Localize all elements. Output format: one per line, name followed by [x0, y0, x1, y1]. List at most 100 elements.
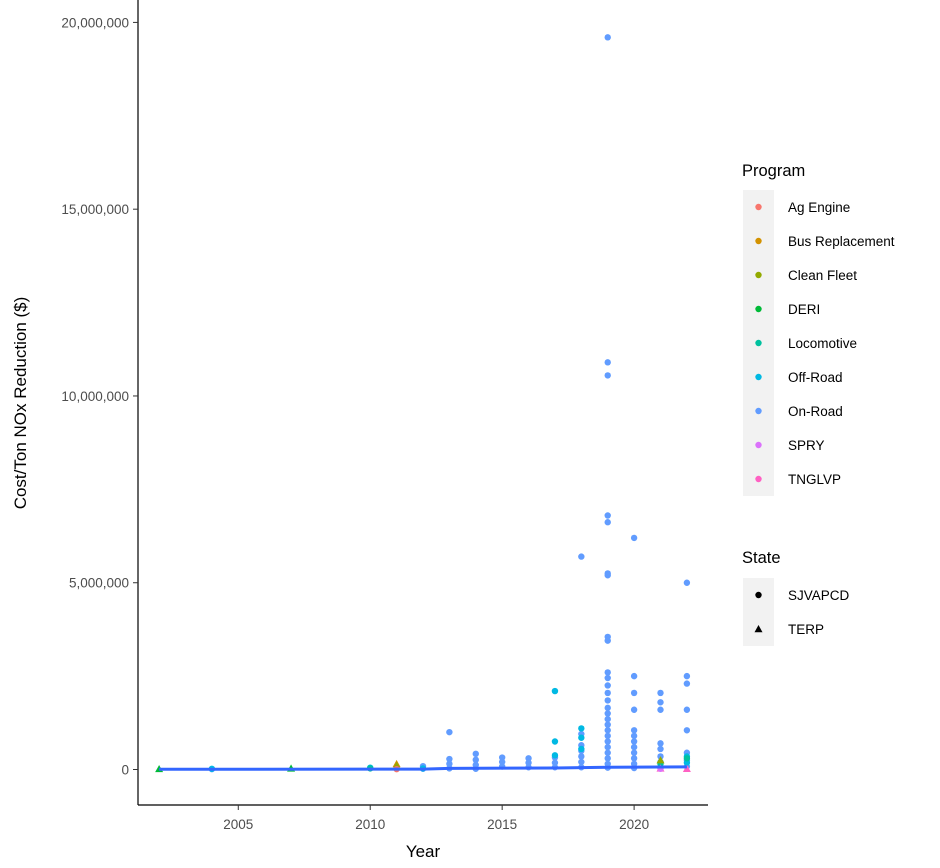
legend-label: SJVAPCD: [788, 588, 850, 603]
data-point-on-road: [498, 758, 506, 766]
data-point-on-road: [604, 755, 611, 762]
data-point-on-road: [630, 755, 638, 762]
data-point-on-road: [604, 637, 611, 644]
legend-label: Bus Replacement: [788, 234, 895, 249]
data-point-on-road: [604, 721, 611, 728]
data-point-on-road: [683, 579, 691, 586]
trend-line: [159, 765, 687, 771]
data-point-on-road: [604, 732, 611, 740]
data-point-on-road: [604, 682, 611, 689]
legend-label: TERP: [788, 622, 824, 637]
data-point-on-road: [578, 553, 585, 560]
data-point-on-road: [446, 755, 453, 763]
data-point-on-road: [630, 732, 638, 740]
data-point-on-road: [551, 759, 559, 766]
y-tick-label: 10,000,000: [61, 389, 129, 404]
legend-program: Program Ag Engine Bus Replacement Clean Fle…: [742, 162, 895, 496]
data-point-on-road: [604, 704, 611, 712]
data-point-locomotive: [683, 755, 691, 762]
data-point-on-road: [683, 727, 691, 734]
data-point-on-road: [604, 372, 611, 379]
data-point-on-road: [657, 689, 664, 697]
data-point-on-road: [578, 758, 585, 766]
y-axis-label: Cost/Ton NOx Reduction ($): [11, 297, 30, 510]
legend-key-off-road: [755, 373, 762, 381]
data-point-on-road: [604, 697, 611, 704]
legend-title: Program: [742, 162, 805, 180]
x-tick-label: 2010: [355, 817, 385, 832]
legend-label: Locomotive: [788, 336, 857, 351]
data-point-on-road: [472, 750, 479, 758]
data-point-on-road: [630, 738, 638, 745]
data-point-off-road: [551, 752, 559, 759]
data-point-on-road: [630, 727, 638, 734]
legend-key-spry: [755, 441, 762, 449]
data-point-off-road: [578, 745, 585, 753]
y-ticks: 0 5,000,000 10,000,000 15,000,000 20,000,000: [61, 15, 138, 778]
y-tick-label: 0: [121, 763, 129, 778]
data-point-on-road: [657, 699, 664, 706]
data-point-on-road: [446, 760, 453, 768]
x-tick-label: 2005: [223, 817, 253, 832]
legend-key-terp: [754, 625, 763, 633]
y-tick-label: 5,000,000: [69, 576, 129, 591]
x-axis-label: Year: [406, 842, 441, 861]
data-point-off-road: [683, 759, 691, 766]
data-point-on-road: [630, 672, 638, 680]
data-point-on-road: [604, 674, 611, 682]
data-point-off-road: [551, 687, 559, 695]
legend-title: State: [742, 549, 781, 567]
legend-state: State SJVAPCD TERP: [742, 549, 850, 646]
data-point-on-road: [498, 754, 506, 761]
data-point-on-road: [604, 749, 611, 756]
legend-key-sjvapcd: [755, 591, 762, 599]
data-point-on-road: [630, 749, 638, 756]
data-point-on-road: [657, 740, 664, 747]
legend-key-clean-fleet: [755, 271, 762, 279]
legend-label: SPRY: [788, 438, 825, 453]
data-points-layer: [155, 34, 691, 773]
legend-label: Ag Engine: [788, 200, 850, 215]
data-point-on-road: [525, 755, 532, 762]
data-point-on-road: [604, 715, 611, 723]
data-point-on-road: [683, 706, 691, 713]
data-point-on-road: [604, 512, 611, 519]
legend-label: TNGLVP: [788, 472, 841, 487]
data-point-clean-fleet: [656, 756, 665, 764]
legend-key-ag-engine: [755, 203, 762, 211]
data-point-on-road: [630, 534, 638, 542]
legend-label: Off-Road: [788, 370, 843, 385]
data-point-on-road: [630, 689, 638, 697]
legend-label: DERI: [788, 302, 820, 317]
legend-key-background: [743, 578, 774, 646]
legend-key-bus-replacement: [755, 237, 762, 245]
data-point-on-road: [630, 706, 638, 713]
data-point-on-road: [657, 706, 664, 713]
data-point-on-road: [604, 572, 611, 579]
data-point-on-road: [604, 743, 611, 751]
legend-label: On-Road: [788, 404, 843, 419]
data-point-on-road: [683, 672, 691, 680]
data-point-on-road: [604, 727, 611, 734]
data-point-on-road: [604, 738, 611, 745]
data-point-on-road: [604, 669, 611, 676]
y-tick-label: 15,000,000: [61, 202, 129, 217]
data-point-off-road: [578, 725, 585, 732]
legend-label: Clean Fleet: [788, 268, 857, 283]
data-point-on-road: [604, 34, 611, 41]
x-tick-label: 2015: [487, 817, 517, 832]
data-point-on-road: [472, 756, 479, 764]
data-point-on-road: [657, 745, 664, 753]
data-point-on-road: [683, 680, 691, 687]
data-point-off-road: [578, 734, 585, 741]
data-point-on-road: [604, 710, 611, 717]
legend-key-on-road: [755, 407, 762, 415]
x-ticks: 2005 2010 2015 2020: [223, 805, 649, 832]
data-point-on-road: [630, 743, 638, 751]
legend: Program Ag Engine Bus Replacement Clean Fle…: [742, 162, 895, 646]
axes-layer: [137, 0, 708, 806]
data-point-on-road: [604, 359, 611, 366]
data-point-on-road: [446, 728, 453, 736]
data-point-on-road: [604, 519, 611, 526]
